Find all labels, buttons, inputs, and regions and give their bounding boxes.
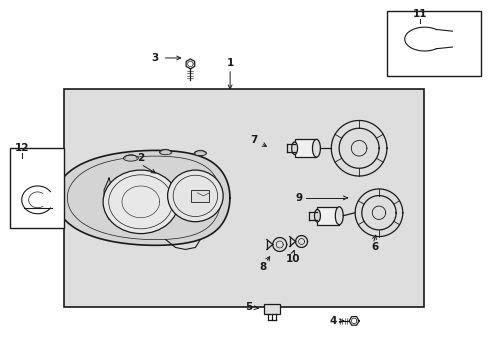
Ellipse shape	[291, 142, 297, 154]
Text: 2: 2	[137, 153, 144, 163]
Bar	[386, 11, 480, 76]
Ellipse shape	[335, 207, 343, 225]
Bar	[264, 304, 279, 314]
Text: 11: 11	[411, 9, 426, 19]
Ellipse shape	[159, 150, 171, 155]
Text: 8: 8	[259, 262, 266, 272]
Bar	[294, 139, 316, 157]
Bar	[10, 148, 64, 228]
Bar	[317, 207, 339, 225]
Polygon shape	[55, 150, 229, 245]
Ellipse shape	[123, 155, 138, 161]
Text: 4: 4	[329, 316, 337, 326]
Ellipse shape	[314, 210, 320, 222]
Text: 7: 7	[250, 135, 257, 145]
Ellipse shape	[194, 151, 206, 156]
Text: 6: 6	[370, 243, 378, 252]
Ellipse shape	[167, 170, 223, 222]
Polygon shape	[104, 178, 113, 220]
Ellipse shape	[312, 139, 320, 157]
Text: 1: 1	[226, 58, 233, 68]
Bar	[191, 190, 209, 202]
Bar	[64, 89, 423, 307]
Text: 12: 12	[15, 143, 29, 153]
Text: 10: 10	[285, 255, 299, 264]
Text: 3: 3	[151, 53, 158, 63]
Text: 9: 9	[295, 193, 302, 203]
Ellipse shape	[103, 170, 178, 234]
Text: 5: 5	[244, 302, 251, 312]
